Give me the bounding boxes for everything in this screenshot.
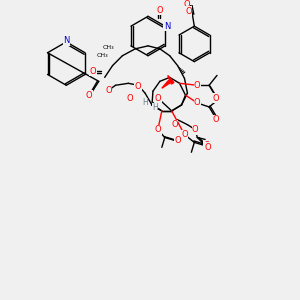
Text: O: O: [192, 125, 199, 134]
Text: N: N: [164, 22, 170, 31]
Text: O: O: [213, 115, 219, 124]
Text: O: O: [154, 125, 161, 134]
Text: O: O: [183, 0, 190, 9]
Text: O: O: [194, 81, 201, 90]
Text: O: O: [171, 120, 178, 129]
Text: O: O: [157, 6, 163, 15]
Text: O: O: [213, 94, 219, 103]
Text: O: O: [105, 86, 112, 95]
Text: O: O: [185, 7, 192, 16]
Text: O: O: [85, 91, 92, 100]
Text: O: O: [90, 67, 96, 76]
Text: O: O: [181, 130, 188, 139]
Text: CH₃: CH₃: [97, 53, 109, 58]
Text: O: O: [204, 141, 210, 150]
Polygon shape: [162, 80, 171, 88]
Polygon shape: [168, 75, 174, 84]
Text: O: O: [174, 136, 181, 145]
Text: H: H: [152, 103, 158, 112]
Text: O: O: [194, 98, 201, 107]
Text: O: O: [135, 82, 142, 91]
Text: H: H: [142, 98, 148, 107]
Text: O: O: [127, 94, 134, 103]
Text: N: N: [63, 36, 70, 45]
Text: CH₃: CH₃: [103, 45, 114, 50]
Text: O: O: [205, 143, 211, 152]
Text: O: O: [154, 94, 161, 103]
